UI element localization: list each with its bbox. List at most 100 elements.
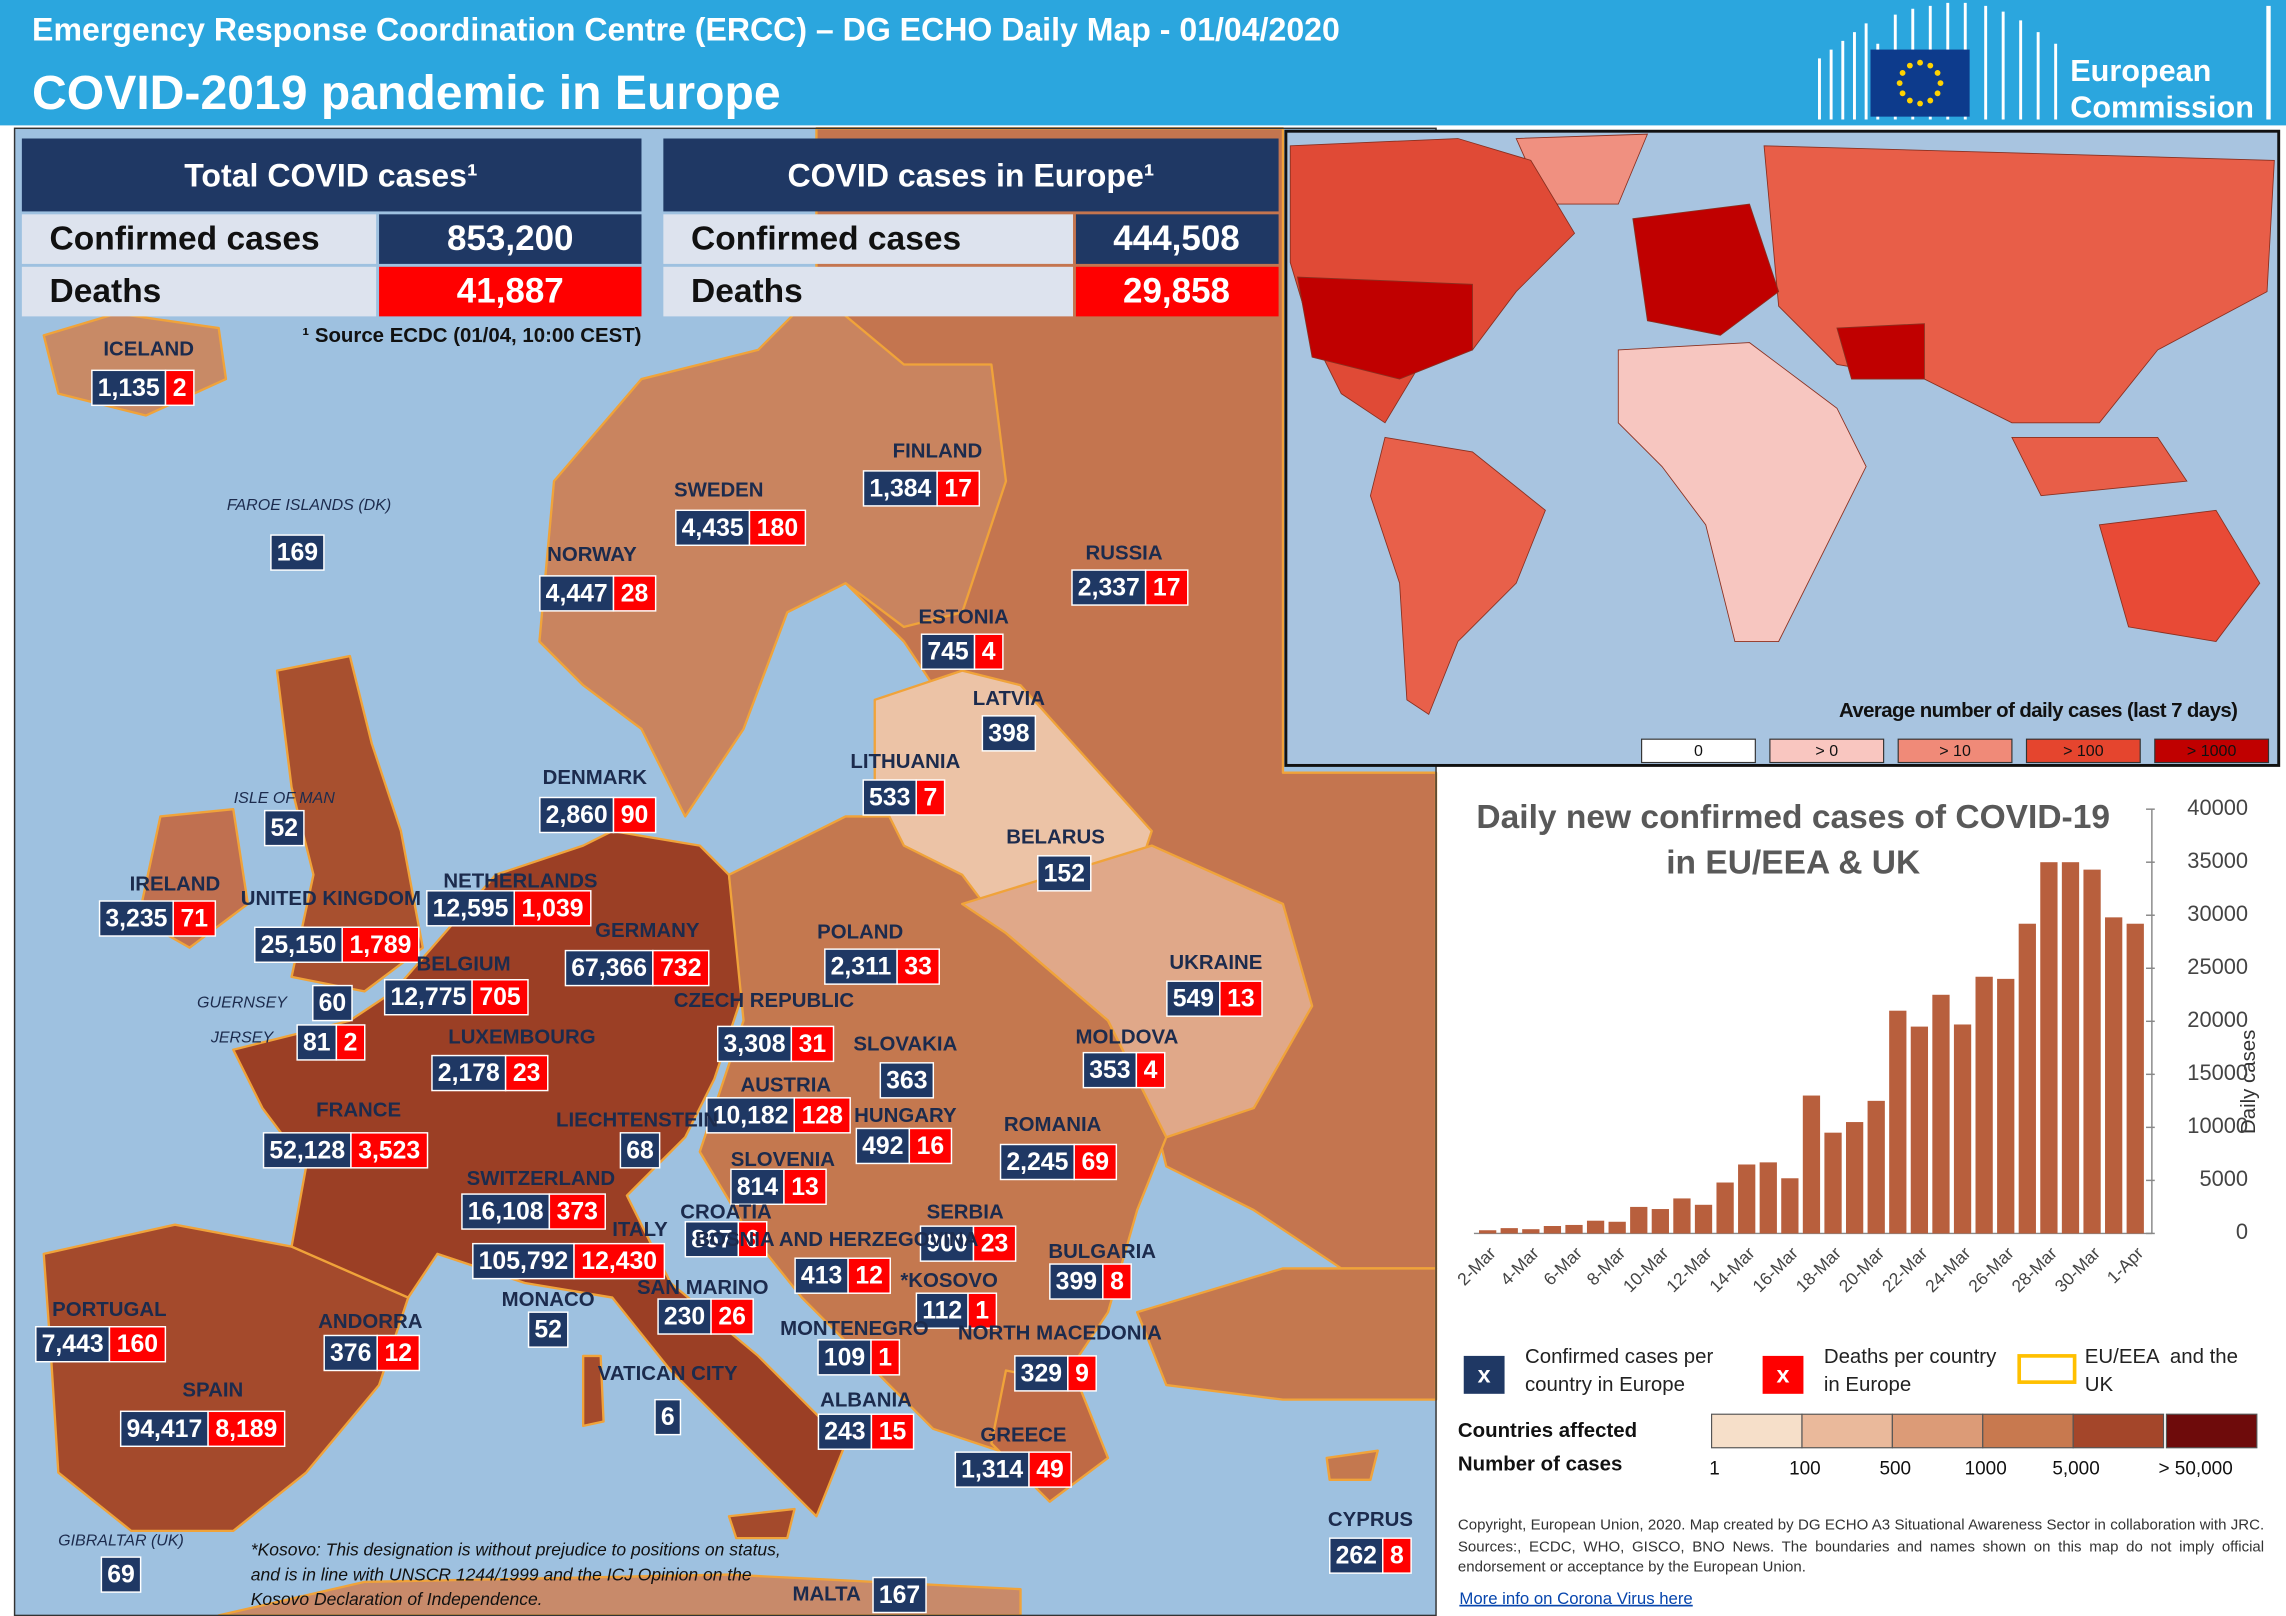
bar [1586,1220,1605,1234]
cases-box [564,949,654,987]
bar [1651,1209,1669,1234]
country-name: CYPRUS [1328,1509,1413,1531]
country-name: ANDORRA [318,1311,423,1333]
cases-box [527,1311,569,1348]
legend-swatch [1769,738,1885,764]
logo-text: Commission [2070,90,2254,124]
country-name: MOLDOVA [1076,1026,1179,1048]
cases-box [657,1298,712,1335]
deaths-label: 17 [944,475,972,502]
deaths-box [1135,1051,1166,1089]
cases-label: 1,135 [98,375,160,402]
y-tick-label: 10000 [2187,1113,2248,1138]
country-name: UNITED KINGDOM [241,888,421,910]
row-value: 444,508 [1113,219,1239,258]
deaths-box [652,949,710,987]
cases-box [426,890,515,927]
info-link[interactable]: More info on Corona Virus here [1459,1589,1692,1608]
cases-label: 25,150 [261,932,337,959]
cases-label: 52 [271,815,299,842]
cases-box [35,1326,111,1363]
kosovo-note: *Kosovo: This designation is without pre… [250,1539,781,1610]
cases-box [817,1339,872,1376]
copyright: Copyright, European Union, 2020. Map cre… [1457,1517,2265,1577]
cases-label: 329 [1021,1360,1062,1387]
deaths-label: 1,039 [522,895,584,922]
deaths-box [504,1054,549,1092]
cases-label: 4,435 [682,515,744,542]
bar [1953,1024,1972,1234]
subtitle: COVID-2019 pandemic in Europe [32,66,781,120]
logo-text: European [2070,54,2211,88]
row-label: Deaths [691,273,803,310]
row-label: Confirmed cases [691,220,961,257]
deaths-label: 15 [879,1419,907,1446]
cases-label: 549 [1173,986,1214,1013]
scale-label: 100 [1789,1459,1821,1480]
cases-label: 67,366 [571,955,647,982]
country-counts: 6 [654,1398,682,1436]
cases-box [999,1143,1075,1181]
cases-label: 52 [534,1317,562,1344]
cases-box [263,809,305,847]
deaths-label: 3,523 [358,1137,420,1164]
deaths-label: 26 [718,1304,746,1331]
cases-label: 109 [824,1344,865,1371]
country-name: SLOVAKIA [853,1034,957,1056]
bar [1479,1230,1497,1234]
country-counts: 1,135 2 [91,369,195,407]
country-counts: 3,235 71 [98,900,217,937]
country-name: FINLAND [893,440,983,462]
country-counts: 867 6 [684,1221,768,1258]
cases-label: 2,337 [1078,575,1140,602]
deaths-label: 128 [802,1102,844,1129]
bar [1975,976,1993,1234]
cases-box [872,1576,927,1614]
country-counts: 492 16 [855,1127,953,1165]
deaths-label: 12,430 [581,1248,657,1275]
deaths-box [972,1225,1017,1262]
cases-label: 399 [1056,1269,1097,1296]
deaths-label: 180 [757,515,798,542]
deaths-box [737,1221,768,1258]
cases-label: 363 [886,1067,927,1094]
cases-box [1329,1537,1384,1574]
deaths-label: 373 [557,1199,598,1226]
cases-box [254,926,343,963]
bar [2040,862,2058,1234]
cases-label: 1,384 [869,475,931,502]
y-tick-label: 35000 [2187,848,2248,873]
bar [1781,1178,1799,1234]
cases-box [654,1398,682,1436]
country-counts: 2,178 23 [431,1054,549,1092]
cases-label: 105,792 [479,1248,569,1275]
country-counts: 109 1 [817,1339,901,1376]
legend-text: EU/EEA and the UK [2084,1344,2244,1396]
country-name: GREECE [980,1424,1066,1446]
bar-chart: Daily new confirmed cases of COVID-19 in… [1440,772,2284,1336]
cases-label: 2,311 [831,954,892,981]
scale-swatch [1982,1413,2074,1449]
country-counts: 112 1 [915,1292,998,1329]
legend-label: > 1000 [2187,742,2237,760]
country-counts: 105,792 12,430 [472,1242,666,1280]
cases-label: 413 [801,1263,842,1290]
deaths-label: 1,789 [349,932,411,959]
country-name: VATICAN CITY [598,1363,738,1385]
country-name: GIBRALTAR (UK) [58,1531,184,1549]
country-counts: 12,595 1,039 [426,890,592,927]
deaths-box [350,1132,429,1169]
cases-label: 900 [926,1231,967,1258]
cases-label: 4,447 [546,580,608,607]
deaths-label: 4 [1144,1057,1158,1084]
scale-swatch [2165,1413,2258,1449]
country-counts: 3,308 31 [716,1025,835,1063]
legend-swatch [2154,738,2270,764]
country-counts: 52 [263,809,305,847]
cases-label: 492 [862,1133,903,1160]
deaths-label: 16 [917,1133,945,1160]
cases-box [539,796,615,834]
y-tick-label: 30000 [2187,901,2248,926]
cases-label: 112 [922,1298,962,1325]
legend-label: > 10 [1939,742,1971,760]
